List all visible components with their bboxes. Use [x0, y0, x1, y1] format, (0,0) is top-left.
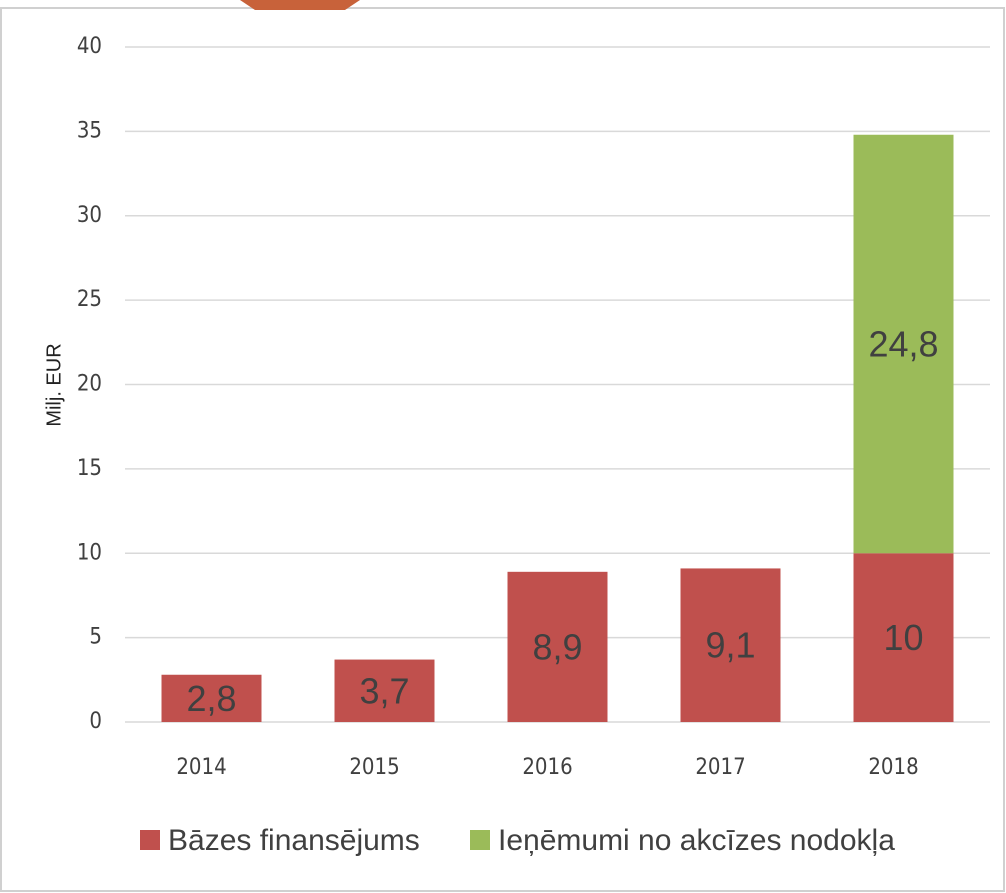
y-tick-label: 40 [77, 34, 102, 59]
y-tick-label: 25 [77, 287, 102, 312]
y-tick-label: 5 [89, 625, 102, 650]
x-tick-label: 2014 [176, 755, 226, 780]
legend-swatch [470, 830, 490, 850]
legend-label: Ieņēmumi no akcīzes nodokļa [498, 824, 895, 857]
y-axis-title: Milj. EUR [43, 343, 65, 426]
data-label: 9,1 [705, 625, 755, 666]
data-label: 24,8 [868, 324, 938, 365]
data-label: 8,9 [532, 626, 582, 667]
bar-segment [507, 571, 608, 722]
x-tick-label: 2018 [868, 755, 918, 780]
y-tick-label: 10 [77, 540, 102, 565]
bar-segment [161, 674, 262, 722]
data-label: 2,8 [186, 678, 236, 719]
y-tick-label: 20 [77, 372, 102, 397]
legend-label: Bāzes finansējums [168, 824, 420, 857]
decoration [240, 0, 360, 10]
x-tick-label: 2016 [522, 755, 572, 780]
data-label: 10 [883, 617, 923, 658]
bar-segment [680, 568, 781, 722]
legend-swatch [140, 830, 160, 850]
y-tick-label: 15 [77, 456, 102, 481]
x-tick-label: 2017 [695, 755, 745, 780]
bar-segment [853, 553, 954, 722]
y-tick-label: 35 [77, 118, 102, 143]
y-tick-label: 0 [89, 709, 102, 734]
bar-segment [853, 134, 954, 554]
bar-segment [334, 659, 435, 722]
y-tick-label: 30 [77, 203, 102, 228]
x-tick-label: 2015 [349, 755, 399, 780]
data-label: 3,7 [359, 670, 409, 711]
chart-frame [0, 7, 1005, 892]
